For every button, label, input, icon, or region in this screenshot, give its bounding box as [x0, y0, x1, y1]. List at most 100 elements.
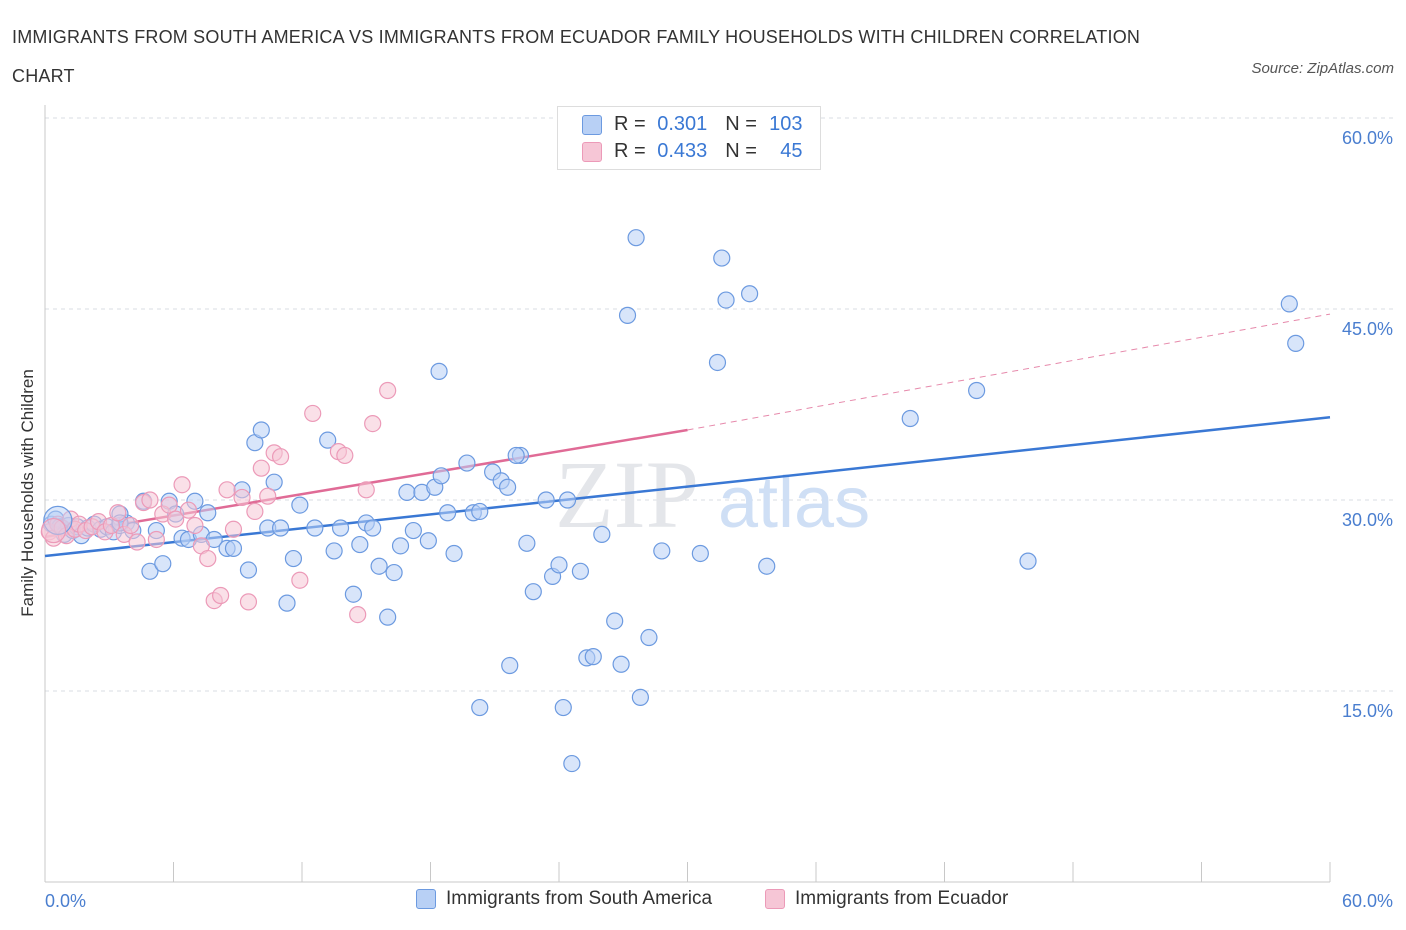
point-south-america: [524, 583, 542, 601]
y-axis-label: Family Households with Children: [18, 369, 37, 617]
axes: [44, 105, 1331, 883]
legend-swatch-pink: [582, 141, 602, 162]
point-ecuador: [224, 520, 243, 538]
point-south-america: [430, 362, 448, 380]
point-south-america: [398, 483, 416, 501]
point-south-america: [419, 532, 437, 550]
point-south-america: [593, 525, 611, 543]
point-south-america: [901, 409, 919, 428]
point-ecuador: [199, 549, 217, 568]
point-south-america: [331, 519, 350, 537]
point-south-america: [1280, 295, 1298, 313]
point-ecuador: [109, 504, 127, 522]
series-legend: Immigrants from South America Immigrants…: [0, 888, 1406, 916]
point-ecuador: [336, 446, 354, 465]
point-south-america: [758, 557, 776, 575]
y-tick-label: 60.0%: [1342, 128, 1393, 148]
point-south-america: [404, 521, 422, 540]
point-south-america: [385, 563, 403, 582]
legend-swatch-blue: [416, 888, 436, 909]
point-ecuador: [212, 586, 230, 605]
point-ecuador: [160, 496, 178, 514]
point-south-america: [291, 496, 309, 514]
point-ecuador: [304, 404, 322, 423]
point-ecuador: [40, 517, 67, 544]
point-ecuador: [379, 381, 397, 400]
legend-n-value: 103: [769, 113, 803, 135]
point-south-america: [691, 544, 709, 563]
point-ecuador: [252, 459, 270, 477]
legend-swatch-pink: [765, 888, 785, 909]
legend-label-ecuador: Immigrants from Ecuador: [795, 888, 1009, 909]
legend-r-label: R =: [614, 140, 646, 162]
point-south-america: [370, 557, 388, 575]
point-south-america: [445, 544, 463, 563]
point-south-america: [306, 519, 324, 537]
point-south-america: [1019, 552, 1037, 570]
point-ecuador: [128, 533, 146, 551]
trend-line-ecuador-extension: [687, 313, 1331, 431]
legend-item-ecuador[interactable]: Immigrants from Ecuador: [765, 888, 1008, 910]
y-tick-label: 15.0%: [1342, 701, 1393, 721]
point-south-america: [606, 612, 624, 630]
point-south-america: [351, 535, 369, 554]
point-south-america: [558, 491, 577, 509]
point-south-america: [554, 698, 572, 717]
point-south-america: [252, 421, 270, 439]
point-ecuador: [167, 510, 185, 528]
point-south-america: [471, 698, 489, 717]
x-tick-label-max: 60.0%: [1342, 891, 1393, 911]
point-south-america: [507, 446, 525, 465]
point-south-america: [284, 549, 303, 568]
point-south-america: [653, 542, 671, 560]
point-ecuador: [239, 593, 258, 611]
point-ecuador: [271, 448, 290, 466]
y-tick-label: 30.0%: [1342, 510, 1393, 530]
point-ecuador: [122, 516, 140, 535]
point-ecuador: [246, 502, 264, 521]
data-points: [40, 229, 1305, 773]
point-ecuador: [259, 487, 277, 505]
point-south-america: [627, 229, 645, 247]
point-south-america: [618, 306, 637, 324]
point-south-america: [224, 539, 243, 557]
point-south-america: [265, 473, 283, 491]
point-ecuador: [291, 571, 309, 589]
legend-row-south-america: R = 0.301 N = 103: [582, 113, 803, 139]
point-south-america: [640, 628, 658, 647]
point-south-america: [458, 454, 476, 472]
legend-n-label: N =: [725, 113, 757, 135]
chart-title: IMMIGRANTS FROM SOUTH AMERICA VS IMMIGRA…: [12, 27, 1141, 86]
x-tick-label-min: 0.0%: [45, 891, 86, 911]
point-south-america: [364, 519, 382, 537]
legend-label-south-america: Immigrants from South America: [446, 888, 713, 909]
legend-r-value: 0.433: [657, 140, 708, 162]
legend-item-south-america[interactable]: Immigrants from South America: [416, 888, 712, 910]
point-south-america: [708, 353, 727, 372]
point-ecuador: [186, 516, 204, 535]
legend-r-value: 0.301: [657, 113, 708, 135]
point-ecuador: [218, 481, 236, 499]
point-south-america: [325, 542, 343, 560]
point-ecuador: [147, 530, 165, 549]
point-ecuador: [141, 491, 159, 509]
point-south-america: [563, 754, 581, 773]
legend-r-label: R =: [614, 113, 646, 135]
point-south-america: [154, 555, 172, 573]
point-south-america: [518, 534, 536, 552]
point-ecuador: [357, 481, 375, 499]
point-south-america: [1287, 334, 1305, 352]
point-ecuador: [349, 605, 367, 624]
legend-n-label: N =: [725, 140, 757, 162]
watermark-zip: ZIP: [555, 441, 699, 548]
legend-n-value: 45: [780, 140, 803, 162]
trend-line-south-america: [44, 415, 1331, 558]
point-south-america: [278, 594, 296, 612]
point-south-america: [501, 656, 519, 675]
point-south-america: [584, 648, 602, 666]
point-south-america: [550, 556, 568, 574]
point-south-america: [571, 562, 590, 580]
point-south-america: [391, 537, 410, 555]
y-tick-label: 45.0%: [1342, 319, 1393, 339]
